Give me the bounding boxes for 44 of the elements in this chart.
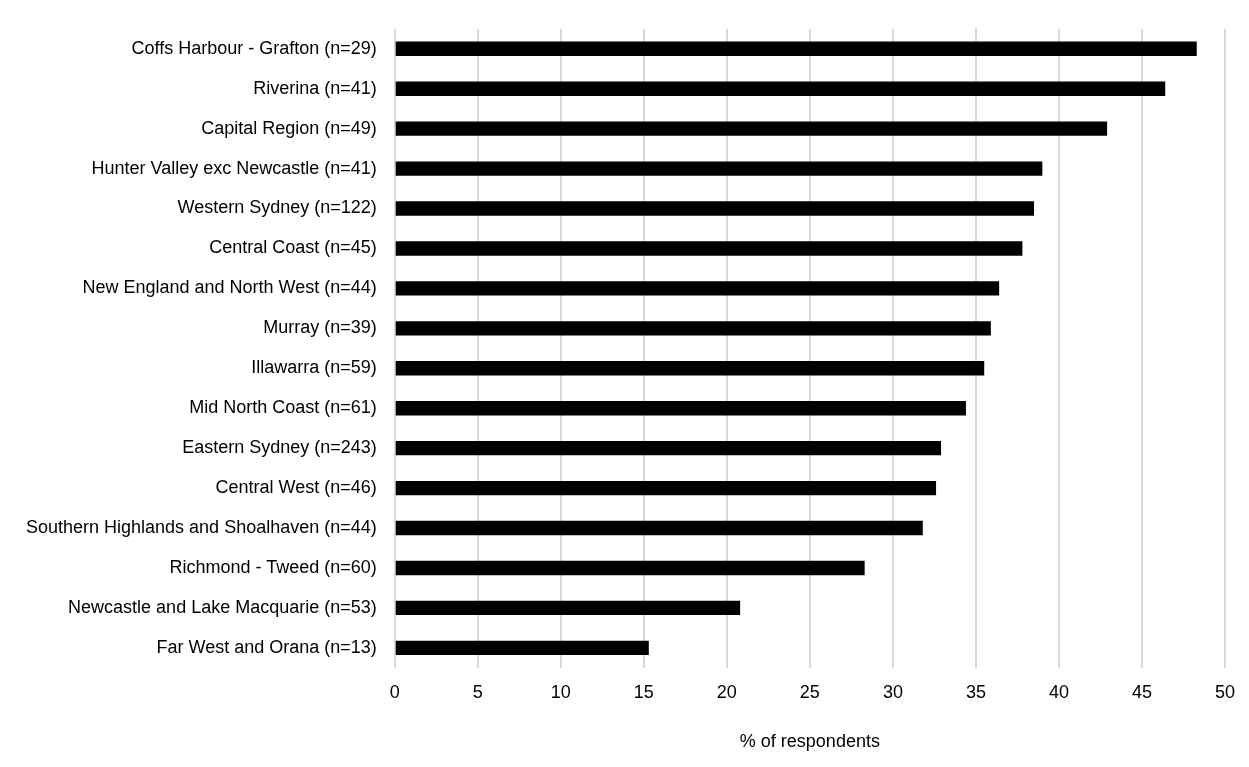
y-tick-label: Capital Region (n=49) [201, 117, 377, 138]
x-tick-label: 0 [389, 681, 400, 702]
y-tick-label: Coffs Harbour - Grafton (n=29) [131, 37, 377, 58]
y-tick-label: New England and North West (n=44) [82, 277, 377, 298]
x-tick-label: 15 [633, 681, 654, 702]
x-tick-label: 45 [1131, 681, 1152, 702]
x-axis-title: % of respondents [739, 731, 880, 752]
bar [395, 440, 942, 456]
y-tick-label: Hunter Valley exc Newcastle (n=41) [91, 157, 377, 178]
bar [395, 401, 966, 416]
bar [395, 560, 865, 576]
bar [395, 520, 923, 536]
x-tick-label: 10 [550, 681, 571, 702]
bar [395, 361, 985, 376]
bar [395, 600, 741, 616]
bar [395, 281, 1000, 296]
y-tick-label: Murray (n=39) [263, 317, 377, 338]
y-tick-label: Southern Highlands and Shoalhaven (n=44) [25, 516, 377, 537]
bar [395, 640, 649, 656]
x-tick-label: 35 [965, 681, 986, 702]
bar [395, 480, 937, 496]
bar [395, 161, 1043, 176]
bar [395, 321, 991, 336]
y-tick-label: Riverina (n=41) [253, 77, 377, 98]
x-tick-label: 50 [1214, 681, 1235, 702]
y-tick-label: Eastern Sydney (n=243) [182, 437, 377, 458]
y-tick-label: Newcastle and Lake Macquarie (n=53) [68, 596, 377, 617]
y-tick-label: Central Coast (n=45) [209, 237, 377, 258]
x-tick-label: 30 [882, 681, 903, 702]
bar [395, 121, 1108, 136]
y-tick-label: Central West (n=46) [215, 477, 377, 498]
y-tick-label: Illawarra (n=59) [251, 357, 377, 378]
bar [395, 81, 1166, 96]
y-tick-label: Far West and Orana (n=13) [156, 636, 377, 657]
bar [395, 201, 1035, 216]
y-tick-label: Richmond - Tweed (n=60) [169, 556, 377, 577]
x-tick-label: 20 [716, 681, 737, 702]
x-tick-label: 5 [472, 681, 483, 702]
x-tick-label: 25 [799, 681, 820, 702]
bar [395, 41, 1197, 56]
x-tick-label: 40 [1048, 681, 1069, 702]
y-tick-label: Western Sydney (n=122) [177, 197, 377, 218]
bar [395, 241, 1023, 256]
y-tick-label: Mid North Coast (n=61) [189, 397, 377, 418]
